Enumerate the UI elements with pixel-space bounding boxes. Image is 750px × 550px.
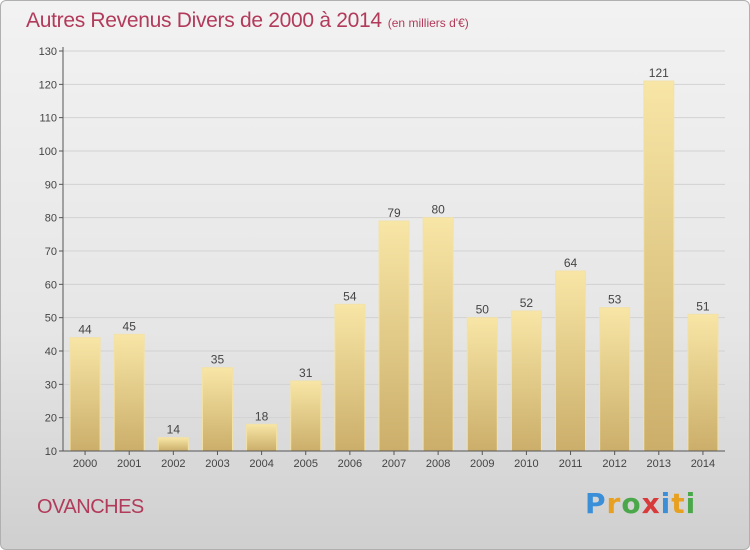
- y-tick-label: 110: [39, 113, 57, 125]
- bar: [290, 380, 322, 452]
- logo-letter: i: [685, 487, 697, 520]
- x-tick-label: 2006: [338, 458, 362, 470]
- bar: [157, 437, 189, 452]
- x-tick-label: 2012: [602, 458, 626, 470]
- data-label: 52: [520, 296, 534, 310]
- y-tick-label: 70: [45, 246, 57, 258]
- logo-letter: r: [606, 487, 622, 520]
- y-tick-label: 40: [45, 346, 57, 358]
- bar: [643, 80, 675, 452]
- data-label: 18: [255, 409, 269, 423]
- y-tick-label: 80: [45, 213, 57, 225]
- title-block: Autres Revenus Divers de 2000 à 2014 (en …: [26, 9, 469, 33]
- bar: [246, 423, 278, 452]
- data-label: 35: [211, 353, 225, 367]
- data-label: 14: [167, 423, 181, 437]
- bars: [69, 80, 719, 452]
- x-tick-label: 2002: [161, 458, 185, 470]
- location-label: OVANCHES: [37, 496, 144, 518]
- proxiti-logo: Proxiti: [585, 487, 696, 520]
- data-label: 64: [564, 256, 578, 270]
- x-tick-label: 2013: [647, 458, 671, 470]
- x-tick-label: 2010: [514, 458, 538, 470]
- axes: [59, 47, 725, 455]
- y-tick-label: 90: [45, 179, 57, 191]
- bar: [113, 333, 145, 452]
- data-label: 80: [431, 203, 445, 217]
- data-label: 45: [123, 319, 137, 333]
- x-tick-label: 2007: [382, 458, 406, 470]
- data-label: 121: [649, 66, 669, 80]
- y-tick-label: 60: [45, 279, 57, 291]
- bar: [378, 220, 410, 452]
- y-tick-label: 130: [39, 46, 57, 58]
- bar: [334, 303, 366, 452]
- data-label: 50: [476, 303, 490, 317]
- x-tick-label: 2004: [249, 458, 273, 470]
- y-tick-label: 20: [45, 413, 57, 425]
- y-tick-label: 30: [45, 379, 57, 391]
- bar: [69, 337, 101, 452]
- logo-letter: i: [660, 487, 672, 520]
- y-tick-label: 120: [39, 79, 57, 91]
- y-tick-label: 100: [39, 146, 57, 158]
- bar: [422, 217, 454, 452]
- bar: [687, 313, 719, 452]
- x-tick-label: 2000: [73, 458, 97, 470]
- x-tick-label: 2001: [117, 458, 141, 470]
- bar: [555, 270, 587, 452]
- x-tick-label: 2003: [205, 458, 229, 470]
- data-label: 54: [343, 289, 357, 303]
- data-label: 44: [78, 323, 92, 337]
- logo-letter: P: [585, 487, 607, 520]
- x-tick-label: 2011: [559, 458, 583, 470]
- labels: 10 20 30 40 50 60 70 80 90 100 110 120 130 44 2000 45 20…: [39, 46, 716, 470]
- data-label: 53: [608, 293, 622, 307]
- data-label: 79: [387, 206, 401, 220]
- data-label: 31: [299, 366, 313, 380]
- logo-letter: x: [641, 487, 661, 520]
- chart-title: Autres Revenus Divers de 2000 à 2014: [26, 9, 382, 32]
- bar: [510, 310, 542, 452]
- logo-letter: t: [671, 487, 686, 520]
- logo-letter: o: [621, 487, 642, 520]
- bar: [466, 317, 498, 452]
- bar: [201, 367, 233, 452]
- x-tick-label: 2014: [691, 458, 715, 470]
- y-tick-label: 10: [45, 446, 57, 458]
- x-tick-label: 2008: [426, 458, 450, 470]
- data-label: 51: [696, 299, 710, 313]
- bar: [599, 307, 631, 452]
- chart-subtitle: (en milliers d'€): [387, 16, 469, 30]
- x-tick-label: 2009: [470, 458, 494, 470]
- y-tick-label: 50: [45, 313, 57, 325]
- x-tick-label: 2005: [293, 458, 317, 470]
